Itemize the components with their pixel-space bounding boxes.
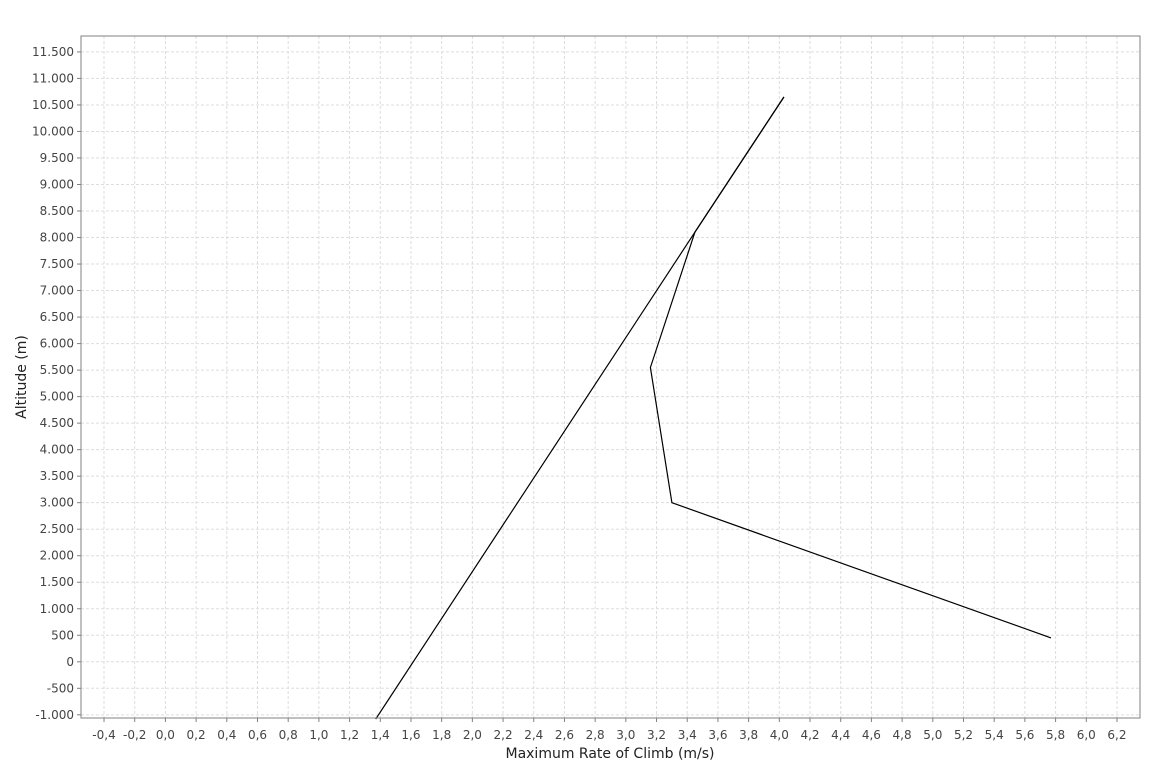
- x-tick-label: 2,0: [463, 728, 482, 742]
- x-tick-label: 5,4: [985, 728, 1004, 742]
- y-tick-label: 7.000: [40, 284, 74, 298]
- y-tick-label: 8.500: [40, 204, 74, 218]
- x-tick-label: 4,4: [831, 728, 850, 742]
- y-tick-label: 1.500: [40, 575, 74, 589]
- x-tick-label: 2,6: [555, 728, 574, 742]
- x-tick-label: 3,8: [739, 728, 758, 742]
- y-tick-label: 8.000: [40, 231, 74, 245]
- y-tick-label: 3.500: [40, 469, 74, 483]
- x-tick-label: -0,2: [123, 728, 146, 742]
- plot-background: [81, 36, 1140, 718]
- x-tick-label: 3,0: [616, 728, 635, 742]
- x-tick-label: 5,0: [923, 728, 942, 742]
- y-tick-label: 0: [66, 655, 74, 669]
- x-tick-label: 3,4: [678, 728, 697, 742]
- x-tick-label: 4,8: [893, 728, 912, 742]
- series-group: [375, 96, 1052, 720]
- y-tick-label: 2.000: [40, 549, 74, 563]
- y-tick-label: 9.000: [40, 177, 74, 191]
- x-tick-label: 6,0: [1077, 728, 1096, 742]
- x-tick-label: 5,8: [1046, 728, 1065, 742]
- y-tick-label: 11.500: [32, 45, 74, 59]
- x-tick-label: 0,0: [156, 728, 175, 742]
- y-tick-label: -1.000: [35, 708, 74, 722]
- y-tick-label: 3.000: [40, 496, 74, 510]
- y-tick-label: 10.000: [32, 124, 74, 138]
- x-tick-label: 4,2: [800, 728, 819, 742]
- y-tick-label: 5.500: [40, 363, 74, 377]
- x-tick-label: 6,2: [1107, 728, 1126, 742]
- x-tick-label: 1,8: [432, 728, 451, 742]
- x-tick-label: 4,6: [862, 728, 881, 742]
- x-tick-label: -0,4: [92, 728, 115, 742]
- y-tick-label: -500: [47, 681, 74, 695]
- x-tick-label: 4,0: [770, 728, 789, 742]
- y-tick-label: 1.000: [40, 602, 74, 616]
- y-tick-label: 11.000: [32, 71, 74, 85]
- y-tick-label: 10.500: [32, 98, 74, 112]
- x-tick-label: 0,8: [279, 728, 298, 742]
- x-tick-label: 3,2: [647, 728, 666, 742]
- plot-frame: [80, 35, 1141, 719]
- grid: [81, 36, 1140, 718]
- x-tick-label: 5,2: [954, 728, 973, 742]
- x-tick-label: 3,6: [708, 728, 727, 742]
- y-tick-label: 500: [51, 628, 74, 642]
- x-tick-label: 1,6: [401, 728, 420, 742]
- x-tick-label: 0,4: [217, 728, 236, 742]
- y-tick-label: 6.000: [40, 337, 74, 351]
- y-tick-label: 9.500: [40, 151, 74, 165]
- y-tick-label: 4.000: [40, 443, 74, 457]
- x-tick-label: 1,2: [340, 728, 359, 742]
- x-tick-label: 0,6: [248, 728, 267, 742]
- x-tick-label: 1,4: [371, 728, 390, 742]
- x-axis-label: Maximum Rate of Climb (m/s): [505, 746, 714, 762]
- x-tick-label: 0,2: [187, 728, 206, 742]
- x-axis: -0,4 -0,2 0,0 0,2 0,4 0,6 0,8 1,0 1,2 1,4 1,6 1,8 2,…: [92, 718, 1127, 742]
- y-tick-label: 6.500: [40, 310, 74, 324]
- y-tick-label: 5.000: [40, 390, 74, 404]
- x-tick-label: 5,6: [1015, 728, 1034, 742]
- y-axis-label: Altitude (m): [14, 335, 30, 419]
- y-tick-label: 2.500: [40, 522, 74, 536]
- series-line-2: [649, 96, 1052, 639]
- x-tick-label: 2,4: [524, 728, 543, 742]
- y-axis: -1.000 -500 0 500 1.000 1.500 2.000 2.500 3.000 3…: [32, 45, 81, 722]
- x-tick-label: 2,2: [494, 728, 513, 742]
- y-tick-label: 7.500: [40, 257, 74, 271]
- y-tick-label: 4.500: [40, 416, 74, 430]
- x-tick-label: 2,8: [586, 728, 605, 742]
- x-tick-label: 1,0: [309, 728, 328, 742]
